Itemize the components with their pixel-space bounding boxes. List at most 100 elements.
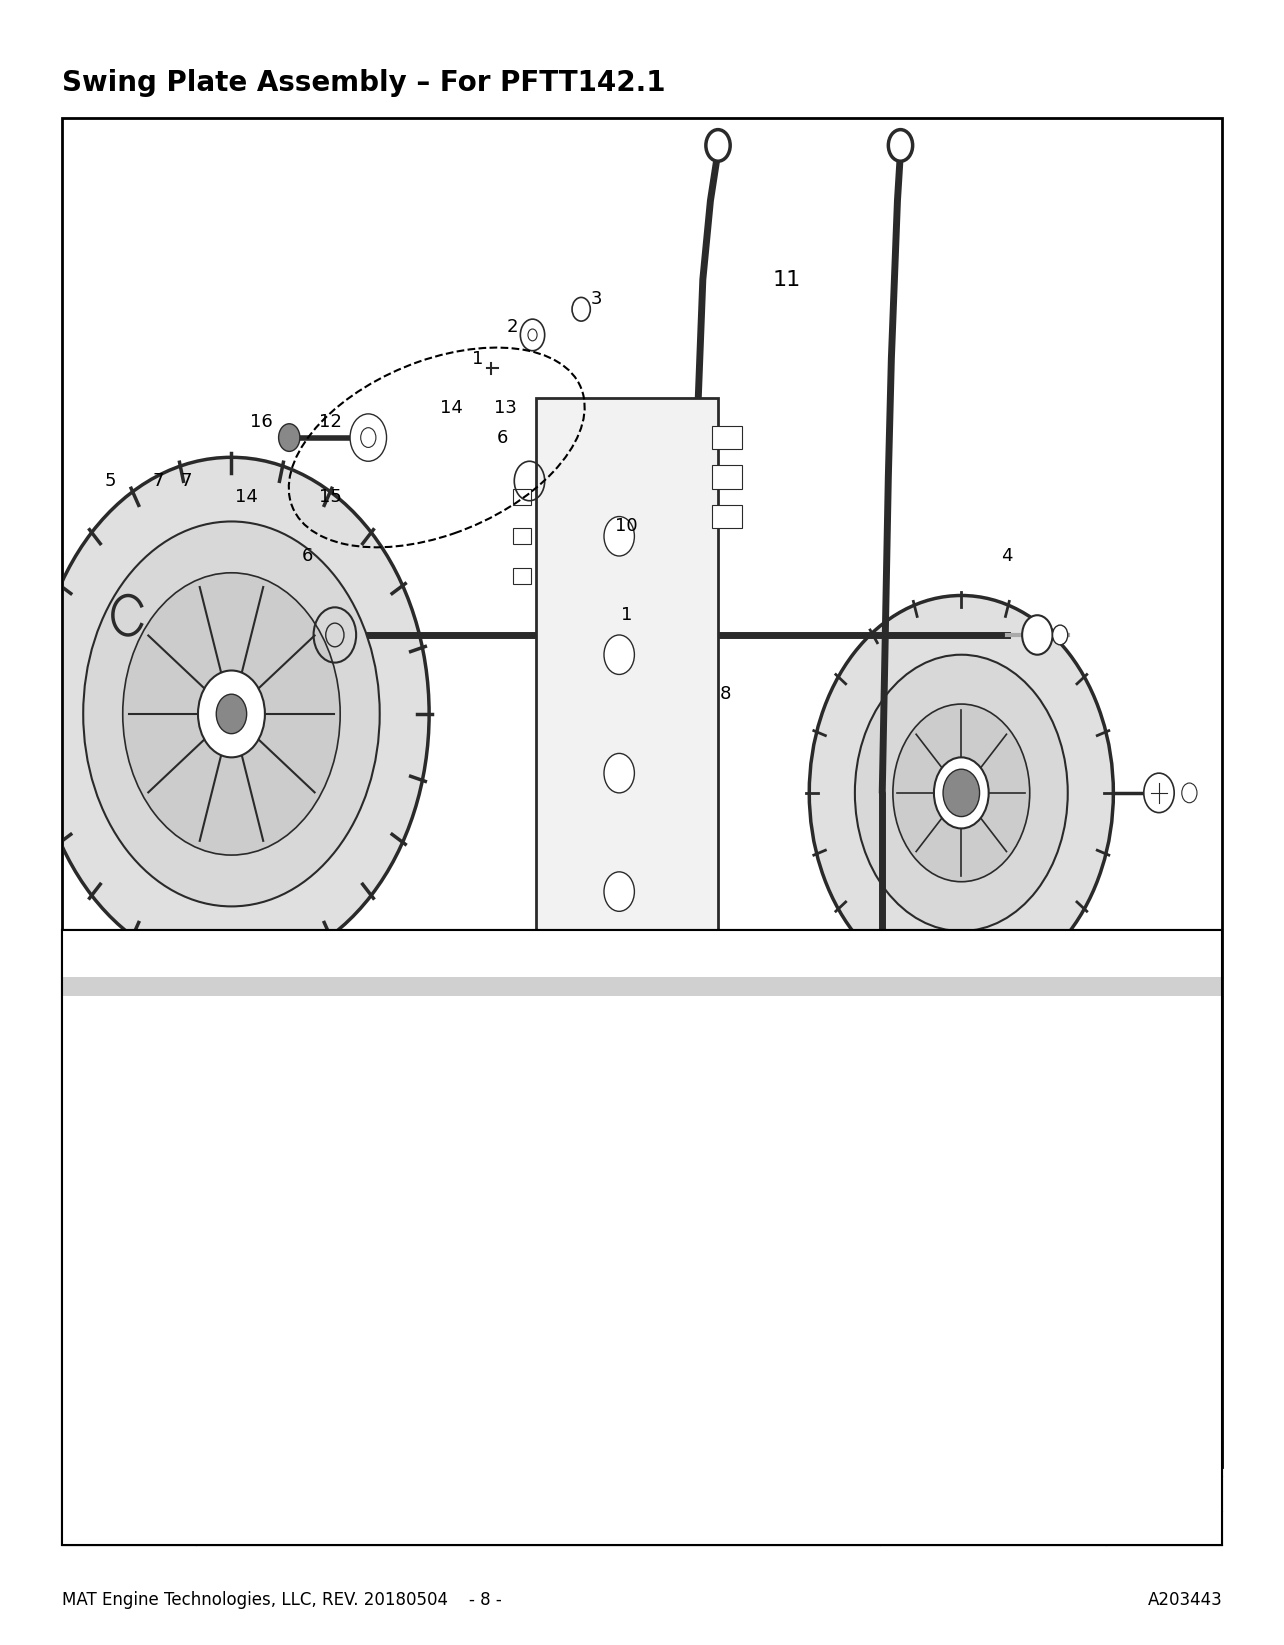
- Circle shape: [933, 757, 989, 829]
- Circle shape: [216, 694, 247, 734]
- Bar: [711, 505, 742, 528]
- Text: Flat Washer, M8, Yellow Zinc: Flat Washer, M8, Yellow Zinc: [223, 1316, 412, 1329]
- Text: 16: 16: [250, 413, 273, 431]
- Text: Pin, 8 x 20, Yellow Zinc: Pin, 8 x 20, Yellow Zinc: [223, 1247, 376, 1260]
- Text: 3: 3: [1159, 1007, 1168, 1020]
- Text: 16: 16: [121, 1522, 137, 1535]
- Text: Swing Plate Assembly – For PFTT142.1: Swing Plate Assembly – For PFTT142.1: [62, 69, 665, 97]
- Circle shape: [528, 329, 537, 341]
- Circle shape: [573, 298, 591, 321]
- Text: REF. NO.: REF. NO.: [92, 946, 166, 961]
- Text: 5: 5: [125, 1145, 134, 1156]
- Circle shape: [279, 424, 300, 451]
- Text: 13: 13: [121, 1418, 137, 1431]
- Text: A203819: A203819: [963, 1076, 1023, 1089]
- Text: 7: 7: [153, 472, 164, 490]
- Text: 1: 1: [1159, 1281, 1168, 1295]
- Text: 14: 14: [121, 1453, 137, 1466]
- Text: 4: 4: [1002, 548, 1013, 564]
- Text: Bar, Drag, Three Hole: Bar, Drag, Three Hole: [223, 1281, 369, 1295]
- Text: 7: 7: [125, 1212, 134, 1226]
- Text: A203817: A203817: [963, 1522, 1023, 1535]
- Text: Reference Only: Reference Only: [942, 1418, 1044, 1431]
- Text: 2: 2: [1159, 1041, 1168, 1054]
- Bar: [535, 398, 718, 1109]
- Text: 2: 2: [125, 1041, 134, 1054]
- Text: A200378: A200378: [963, 1281, 1023, 1295]
- Text: 2: 2: [1159, 1383, 1168, 1397]
- Circle shape: [603, 635, 634, 674]
- Text: 9: 9: [614, 1337, 625, 1354]
- Text: 4: 4: [1161, 1453, 1168, 1466]
- Circle shape: [603, 517, 634, 556]
- Text: 3: 3: [591, 291, 602, 308]
- Text: 1: 1: [1159, 1076, 1168, 1089]
- Circle shape: [83, 521, 380, 906]
- Text: 10: 10: [615, 518, 638, 535]
- Text: 3: 3: [125, 1076, 134, 1089]
- Text: Bracket, Adjustment: Bracket, Adjustment: [223, 1351, 360, 1364]
- Text: 4: 4: [1161, 1178, 1168, 1191]
- Circle shape: [1144, 773, 1174, 813]
- Bar: [512, 568, 532, 584]
- Text: A203405: A203405: [963, 1178, 1023, 1191]
- Text: Wheel, 7": Wheel, 7": [223, 1212, 289, 1226]
- Text: Reference Only: Reference Only: [942, 1453, 1044, 1466]
- Circle shape: [541, 1204, 561, 1230]
- Text: 4: 4: [125, 1110, 134, 1124]
- Circle shape: [889, 130, 913, 161]
- Text: 1: 1: [125, 1007, 134, 1020]
- Circle shape: [520, 319, 544, 350]
- Text: 12: 12: [121, 1383, 137, 1397]
- Text: 11: 11: [121, 1351, 137, 1364]
- Circle shape: [601, 1204, 623, 1230]
- Text: A200671: A200671: [963, 1007, 1023, 1020]
- Text: Flat Washer, M10, Yellow Zinc: Flat Washer, M10, Yellow Zinc: [223, 1453, 421, 1466]
- Text: A203763: A203763: [963, 1351, 1023, 1364]
- Text: 10: 10: [121, 1316, 137, 1329]
- Text: A203406: A203406: [963, 1247, 1023, 1260]
- Text: DESCRIPTION: DESCRIPTION: [480, 946, 596, 961]
- Circle shape: [351, 415, 386, 461]
- Bar: [512, 489, 532, 505]
- Text: Kit, Screw Assembly (Includes Items #12-15)(1 set): Kit, Screw Assembly (Includes Items #12-…: [223, 1522, 566, 1535]
- Circle shape: [198, 671, 265, 757]
- Text: 15: 15: [318, 489, 342, 505]
- Text: 15: 15: [121, 1487, 137, 1500]
- Text: 5: 5: [104, 472, 116, 490]
- Bar: [711, 466, 742, 489]
- Circle shape: [1181, 783, 1197, 803]
- Circle shape: [892, 704, 1030, 882]
- Text: 2: 2: [1159, 1522, 1168, 1535]
- Text: 2: 2: [507, 317, 519, 336]
- Text: 2: 2: [1159, 1418, 1168, 1431]
- Circle shape: [603, 990, 634, 1030]
- Text: Axle, Swing Plate: Axle, Swing Plate: [223, 1110, 339, 1124]
- Text: 1: 1: [1159, 1316, 1168, 1329]
- Text: 9: 9: [125, 1281, 134, 1295]
- Text: 2: 2: [1159, 1212, 1168, 1226]
- Text: Bushing: Bushing: [223, 1487, 277, 1500]
- Text: 1: 1: [1159, 1247, 1168, 1260]
- Text: 14: 14: [440, 400, 464, 416]
- Circle shape: [361, 428, 376, 447]
- Text: 14: 14: [235, 489, 258, 505]
- Text: 1: 1: [621, 607, 633, 623]
- Text: A203384: A203384: [963, 1212, 1023, 1226]
- Circle shape: [33, 457, 429, 971]
- Text: 12: 12: [318, 413, 342, 431]
- Text: A203404: A203404: [963, 1145, 1023, 1156]
- Text: MAT Engine Technologies, LLC, REV. 20180504    - 8 -: MAT Engine Technologies, LLC, REV. 20180…: [62, 1591, 501, 1609]
- Text: 1: 1: [1159, 1110, 1168, 1124]
- Text: 1: 1: [473, 350, 484, 367]
- Text: A200691: A200691: [963, 1110, 1023, 1124]
- Text: 6: 6: [302, 548, 313, 564]
- Text: Lock Nut, M10 x 1.5, Hex with Nylon Insert: Lock Nut, M10 x 1.5, Hex with Nylon Inse…: [223, 1418, 507, 1431]
- Text: 8: 8: [720, 686, 732, 702]
- Circle shape: [942, 770, 980, 816]
- Text: Reference Only: Reference Only: [942, 1316, 1044, 1329]
- Circle shape: [603, 872, 634, 911]
- Bar: [512, 528, 532, 544]
- Text: 6: 6: [497, 429, 507, 446]
- Text: Screw, M10 x 1.5 x 30, Shoulder: Screw, M10 x 1.5 x 30, Shoulder: [223, 1383, 439, 1397]
